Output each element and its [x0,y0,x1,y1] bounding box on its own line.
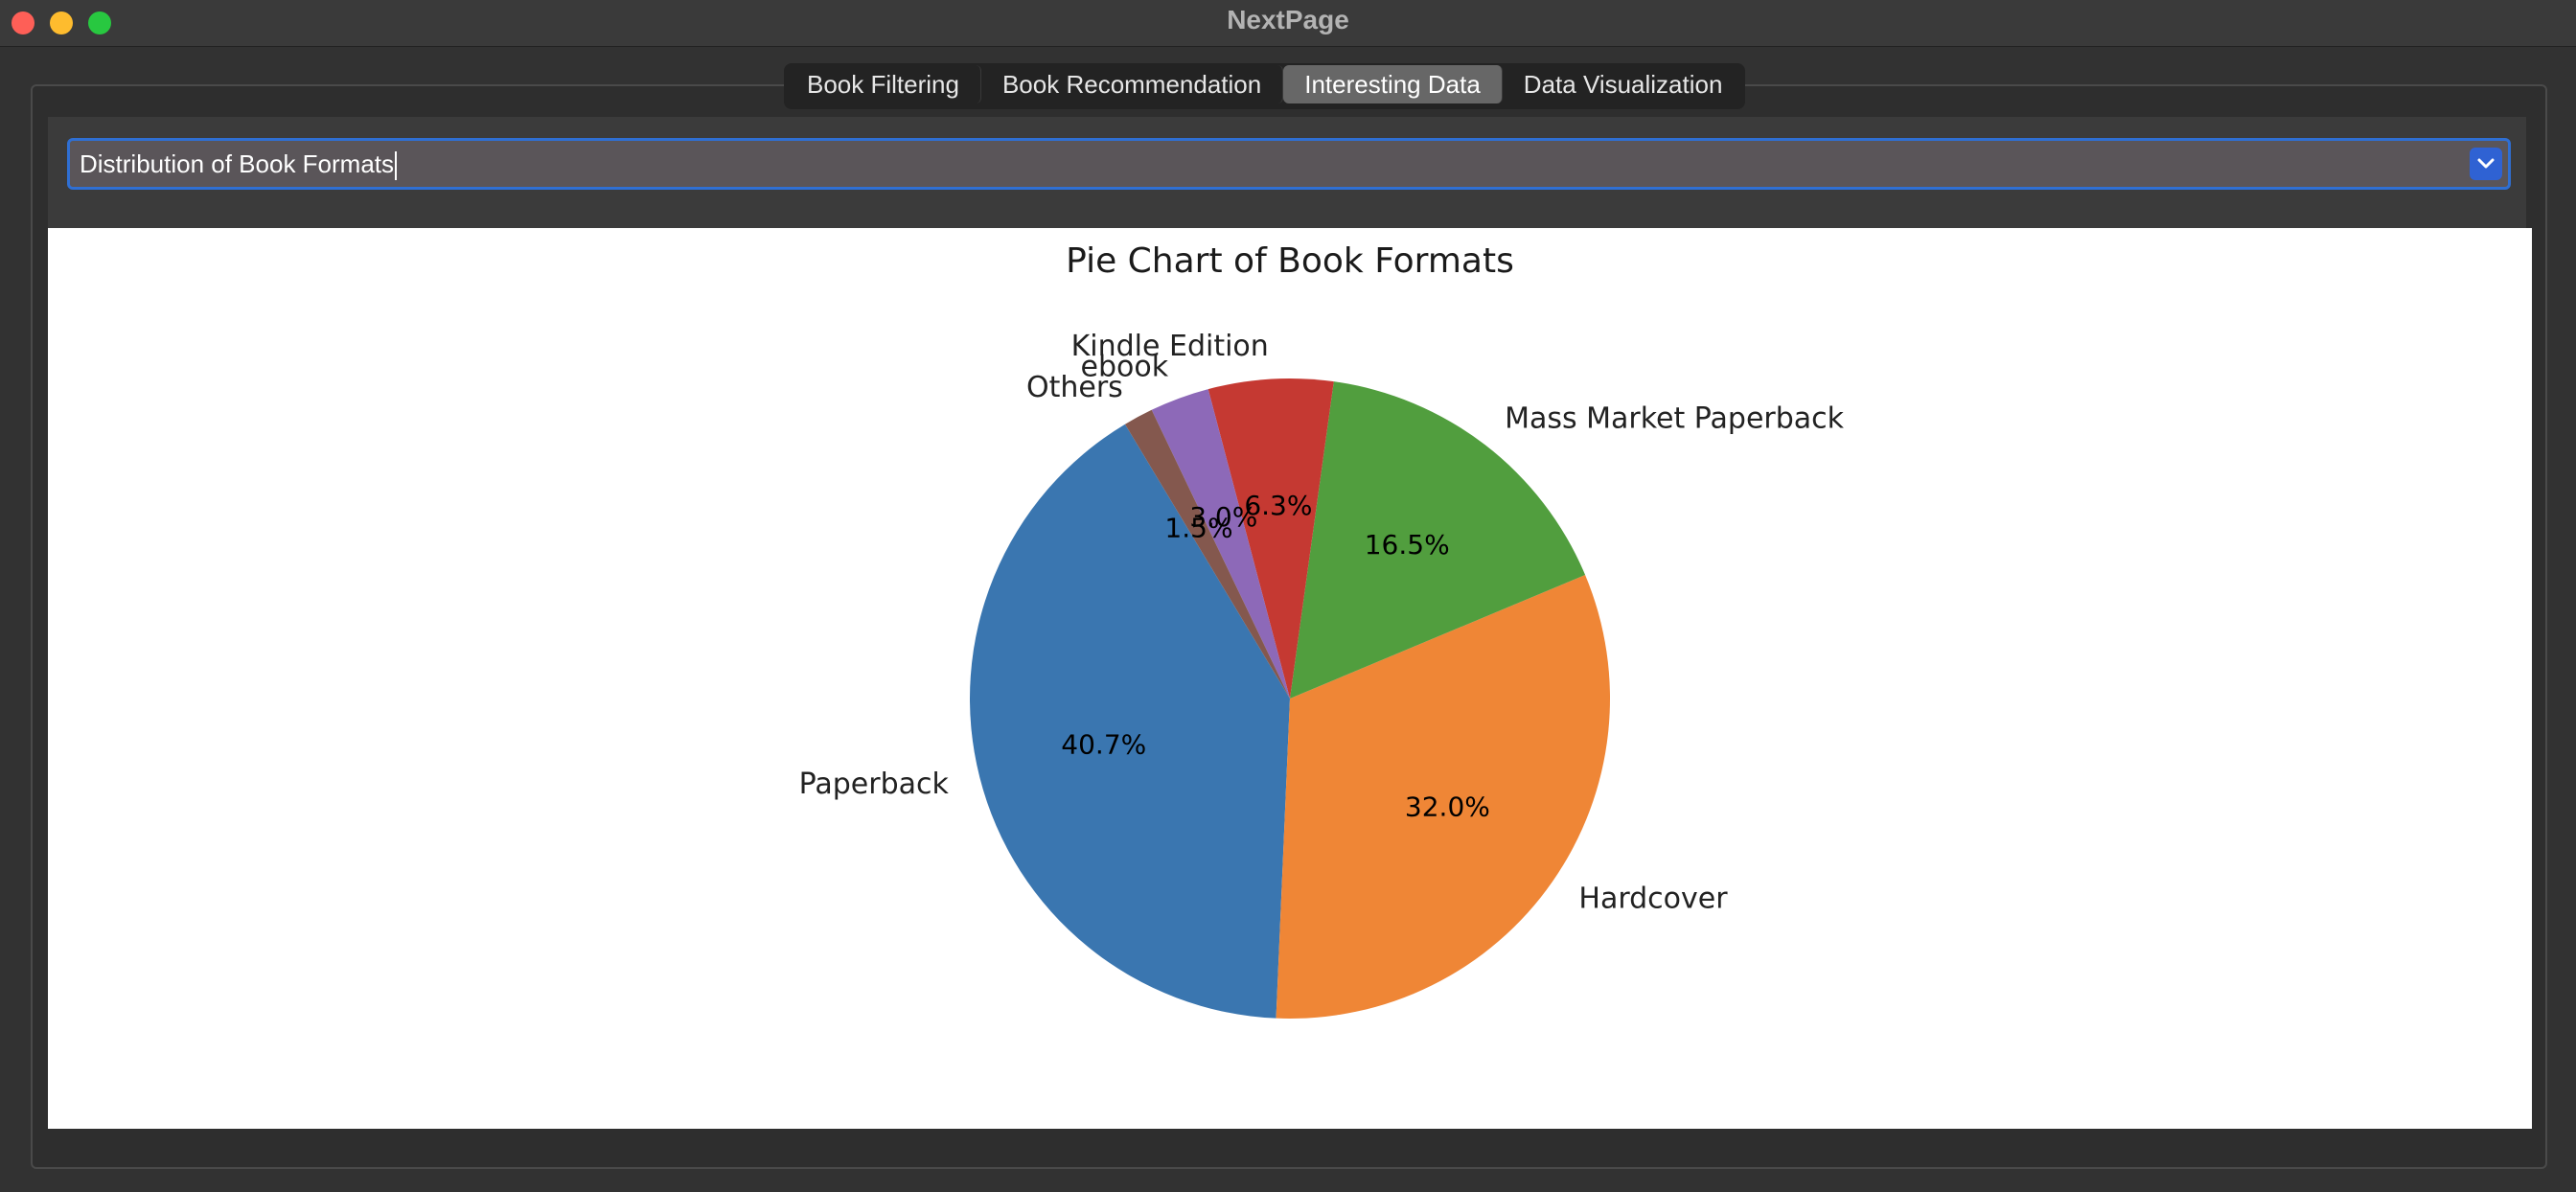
pie-slice-kindle-edition [1208,378,1334,699]
pie-slice-mass-market-paperback [1290,381,1586,699]
pie-slices [970,378,1611,1019]
selector-area: Distribution of Book Formats [48,117,2526,228]
data-selector-dropdown[interactable]: Distribution of Book Formats [67,138,2511,190]
slice-label-paperback: Paperback [799,768,950,801]
slice-label-mass-market-paperback: Mass Market Paperback [1505,401,1845,435]
close-window-button[interactable] [12,11,34,34]
pct-label-paperback: 40.7% [1061,728,1146,760]
slice-label-kindle-edition: Kindle Edition [1071,330,1269,363]
slice-label-hardcover: Hardcover [1578,883,1728,916]
slice-label-ebook: ebook [1081,351,1169,384]
tab-data-visualization[interactable]: Data Visualization [1523,70,1723,99]
data-selector-value: Distribution of Book Formats [80,141,398,187]
title-bar: NextPage [0,0,2576,47]
chart-area: Pie Chart of Book Formats Paperback 40.7%… [48,228,2532,1129]
tab-bar: Book Filtering Book Recommendation Inter… [784,63,1746,109]
tab-interesting-data[interactable]: Interesting Data [1283,65,1503,103]
pie-slice-ebook [1151,389,1290,699]
pie-labels: Paperback 40.7% Hardcover 32.0% Mass Market … [799,330,1845,916]
pct-label-kindle-edition: 6.3% [1244,490,1312,521]
pie-slice-hardcover [1276,574,1611,1019]
tab-book-recommendation[interactable]: Book Recommendation [981,65,1284,103]
pct-label-hardcover: 32.0% [1405,791,1490,823]
window-title: NextPage [1227,5,1349,34]
pie-slice-paperback [970,424,1290,1019]
tab-book-filtering[interactable]: Book Filtering [786,65,981,103]
chart-title: Pie Chart of Book Formats [1066,241,1514,281]
pct-label-mass-market-paperback: 16.5% [1365,529,1450,561]
maximize-window-button[interactable] [88,11,111,34]
pct-label-others: 1.5% [1164,513,1232,544]
pie-slice-others [1124,409,1290,699]
chevron-down-icon[interactable] [2470,148,2502,180]
pie-chart: Pie Chart of Book Formats Paperback 40.7%… [799,241,1845,1019]
pct-label-ebook: 3.0% [1189,501,1257,533]
minimize-window-button[interactable] [50,11,73,34]
slice-label-others: Others [1026,371,1123,404]
